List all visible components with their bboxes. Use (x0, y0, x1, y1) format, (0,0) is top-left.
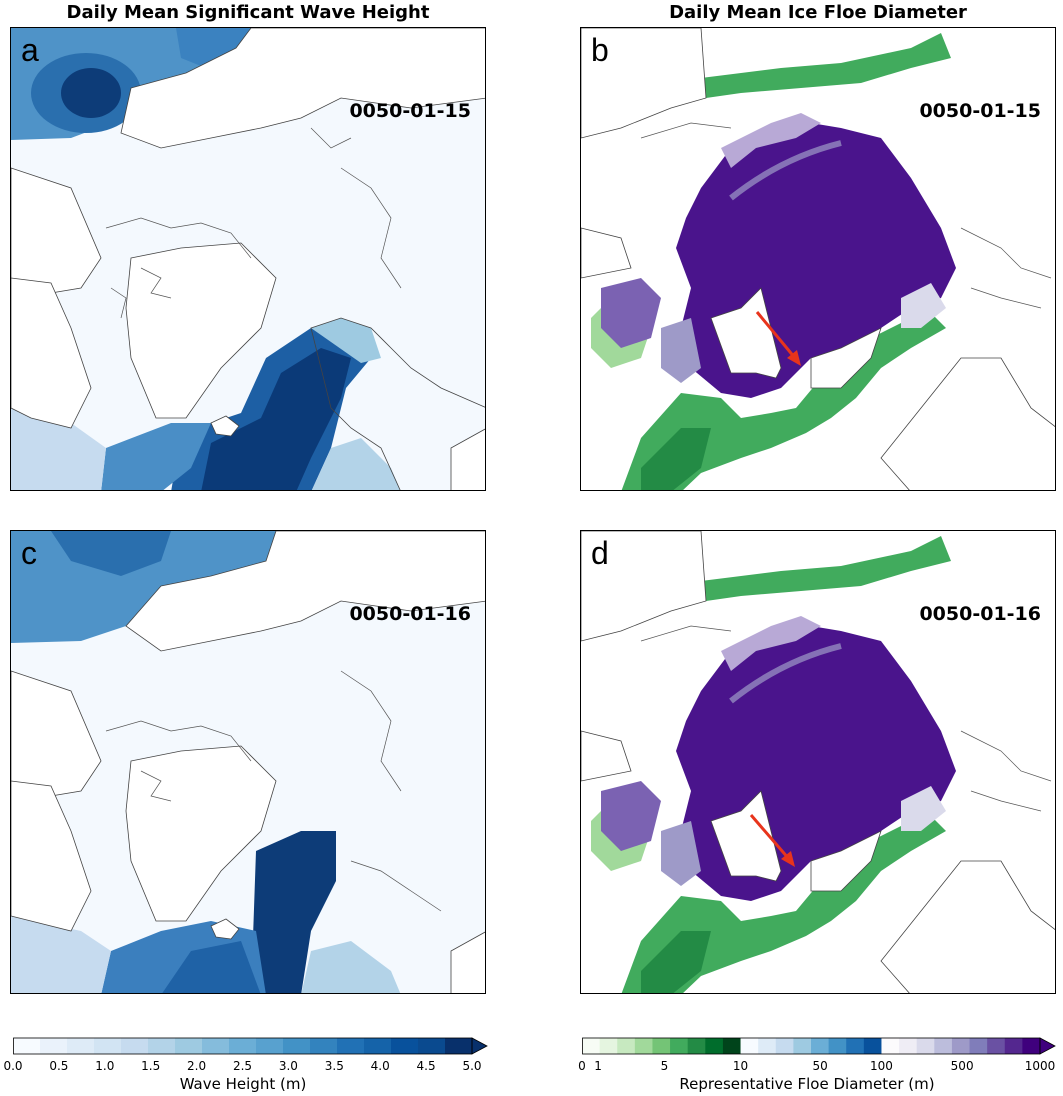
floe-diameter-map-b (581, 28, 1055, 490)
colorbar-swatch (283, 1038, 311, 1054)
wave-height-colorbar (13, 1036, 488, 1056)
colorbar-swatch (969, 1038, 988, 1054)
colorbar-tick-label: 1 (594, 1059, 602, 1073)
colorbar-swatch (1004, 1038, 1023, 1054)
colorbar-swatch (951, 1038, 971, 1054)
colorbar-tick-label: 2.5 (232, 1059, 253, 1073)
colorbar-frame (582, 1037, 1041, 1055)
colorbar-swatch (634, 1038, 653, 1054)
colorbar-swatch (582, 1038, 601, 1054)
floe-diameter-colorbar (582, 1036, 1056, 1056)
wave-height-map-c (11, 531, 485, 993)
colorbar-swatch (391, 1038, 419, 1054)
colorbar-swatch (337, 1038, 365, 1054)
colorbar-swatch (121, 1038, 149, 1054)
colorbar-swatch (722, 1038, 742, 1054)
colorbar-extend-arrow (1039, 1037, 1056, 1055)
colorbar-tick-label: 100 (870, 1059, 893, 1073)
panel-date-b: 0050-01-15 (919, 100, 1041, 122)
colorbar-tick-label: 0 (578, 1059, 586, 1073)
panel-letter-d: d (591, 535, 609, 571)
colorbar-swatch (987, 1038, 1006, 1054)
panel-date-d: 0050-01-16 (919, 603, 1041, 625)
colorbar-extend-arrow (471, 1037, 488, 1055)
colorbar-swatch (705, 1038, 724, 1054)
colorbar-swatch (418, 1038, 446, 1054)
colorbar-tick-label: 0.5 (49, 1059, 69, 1073)
map-panel-b: b 0050-01-15 (580, 27, 1056, 491)
colorbar-swatch (67, 1038, 95, 1054)
colorbar-tick-label: 50 (812, 1059, 828, 1073)
map-panel-c: c 0050-01-16 (10, 530, 486, 994)
colorbar-swatch (364, 1038, 392, 1054)
colorbar-swatch (256, 1038, 284, 1054)
colorbar-swatch (758, 1038, 777, 1054)
colorbar-swatch (793, 1038, 812, 1054)
colorbar-tick-label: 0.0 (3, 1059, 23, 1073)
floe-diameter-column-title: Daily Mean Ice Floe Diameter (669, 2, 967, 23)
wave-height-colorbar-label: Wave Height (m) (179, 1075, 307, 1093)
panel-date-c: 0050-01-16 (349, 603, 471, 625)
colorbar-swatch (740, 1038, 759, 1054)
colorbar-tick-label: 4.0 (370, 1059, 390, 1073)
colorbar-swatch (916, 1038, 935, 1054)
wave-height-colorbar-swatches (13, 1037, 488, 1055)
colorbar-swatch (652, 1038, 671, 1054)
colorbar-tick-label: 1000 (1024, 1059, 1056, 1073)
colorbar-swatch (687, 1038, 706, 1054)
colorbar-swatch (599, 1038, 618, 1054)
colorbar-swatch (881, 1038, 900, 1054)
panel-date-a: 0050-01-15 (349, 100, 471, 122)
colorbar-swatch (899, 1038, 918, 1054)
colorbar-tick-label: 500 (950, 1059, 974, 1073)
wave-height-map-a (11, 28, 485, 490)
colorbar-swatch (40, 1038, 68, 1054)
colorbar-swatch (94, 1038, 122, 1054)
colorbar-tick-label: 5.0 (462, 1059, 482, 1073)
colorbar-swatch (775, 1038, 794, 1054)
panel-letter-b: b (591, 32, 609, 68)
colorbar-swatch (175, 1038, 203, 1054)
floe-diameter-colorbar-swatches (582, 1037, 1056, 1055)
colorbar-swatch (934, 1038, 953, 1054)
colorbar-tick-label: 3.0 (278, 1059, 298, 1073)
colorbar-swatch (617, 1038, 636, 1054)
colorbar-swatch (828, 1038, 847, 1054)
map-panel-a: a 0050-01-15 (10, 27, 486, 491)
colorbar-swatch (1022, 1038, 1041, 1054)
colorbar-swatch (148, 1038, 176, 1054)
colorbar-tick-label: 3.5 (324, 1059, 344, 1073)
colorbar-swatch (811, 1038, 830, 1054)
colorbar-frame (13, 1037, 473, 1055)
colorbar-swatch (202, 1038, 230, 1054)
panel-letter-a: a (21, 32, 39, 68)
colorbar-swatch (846, 1038, 865, 1054)
colorbar-swatch (670, 1038, 689, 1054)
colorbar-swatch (445, 1038, 473, 1054)
panel-letter-c: c (21, 535, 37, 571)
colorbar-swatch (310, 1038, 338, 1054)
colorbar-swatch (863, 1038, 882, 1054)
colorbar-tick-label: 5 (660, 1059, 669, 1073)
wave-height-column-title: Daily Mean Significant Wave Height (66, 2, 430, 23)
map-panel-d: d 0050-01-16 (580, 530, 1056, 994)
colorbar-tick-label: 1.0 (95, 1059, 115, 1073)
floe-diameter-map-d (581, 531, 1055, 993)
colorbar-tick-label: 1.5 (141, 1059, 161, 1073)
colorbar-swatch (13, 1038, 41, 1054)
floe-diameter-colorbar-label: Representative Floe Diameter (m) (679, 1075, 935, 1093)
colorbar-tick-label: 2.0 (187, 1059, 207, 1073)
colorbar-tick-label: 10 (732, 1059, 749, 1073)
colorbar-tick-label: 4.5 (416, 1059, 436, 1073)
colorbar-swatch (229, 1038, 257, 1054)
